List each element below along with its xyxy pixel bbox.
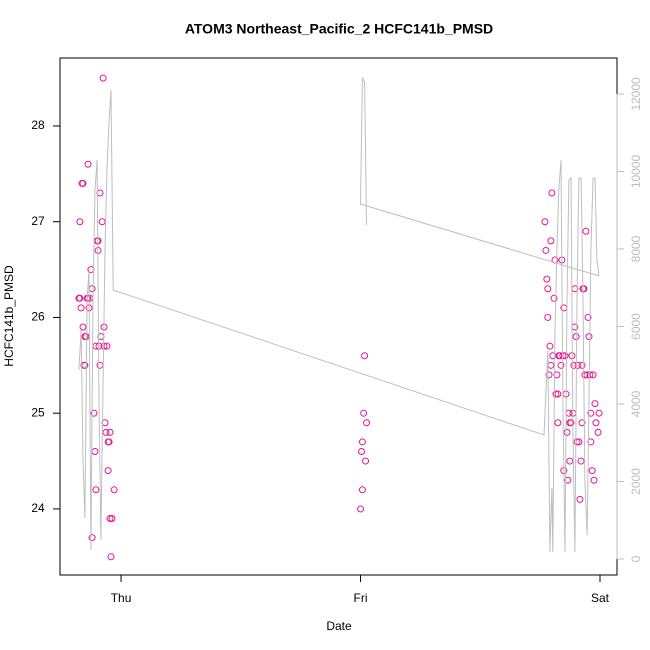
point [552,390,560,398]
point [106,515,114,523]
y2-tick-label: 0 [629,555,643,562]
point [362,457,370,465]
point [586,371,594,379]
point [545,371,553,379]
point [574,361,582,369]
point [357,505,365,513]
point [577,457,585,465]
point [587,438,595,446]
point [572,333,580,341]
point [543,275,551,283]
point [357,447,365,455]
y2-tick-label: 8000 [629,235,643,262]
point [589,371,597,379]
point [91,447,99,455]
point [553,371,561,379]
y-tick-label: 26 [31,310,45,324]
y2-tick-label: 2000 [629,468,643,495]
chart-title: ATOM3 Northeast_Pacific_2 HCFC141b_PMSD [185,21,493,37]
point [106,428,114,436]
point [544,285,552,293]
point [541,218,549,226]
point [546,342,554,350]
point [594,428,602,436]
y2-tick-label: 4000 [629,390,643,417]
point [542,246,550,254]
point [544,313,552,321]
point [557,361,565,369]
point [104,467,112,475]
point [592,419,600,427]
point [590,476,598,484]
point [107,553,115,561]
point [550,294,558,302]
point [105,438,113,446]
point [92,486,100,494]
x-tick-label: Thu [111,591,132,605]
point [358,438,366,446]
point [582,227,590,235]
point [554,419,562,427]
point [584,313,592,321]
point [548,189,556,197]
point [90,409,98,417]
point [567,419,575,427]
point [563,428,571,436]
point [102,428,110,436]
point [363,419,371,427]
line [78,76,600,553]
y-tick-label: 28 [31,118,45,132]
point [547,237,555,245]
point [84,294,92,302]
x-tick-label: Fri [354,591,368,605]
point [361,352,369,360]
point [576,495,584,503]
point [547,361,555,369]
point [587,409,595,417]
point [581,371,589,379]
y-tick-label: 27 [31,214,45,228]
point [96,189,104,197]
point [561,352,569,360]
y2-tick-label: 10000 [629,154,643,188]
point [98,218,106,226]
point [580,285,588,293]
point [595,409,603,417]
y2-tick-label: 12000 [629,77,643,111]
point [108,515,116,523]
point [79,323,87,331]
point [99,74,107,82]
point [360,409,368,417]
point [77,304,85,312]
y-axis-label: HCFC141b_PMSD [2,265,16,367]
x-axis-label: Date [326,619,352,633]
point [591,400,599,408]
point [578,361,586,369]
point [88,285,96,293]
point [564,476,572,484]
point [588,467,596,475]
point [84,160,92,168]
y-tick-label: 25 [31,405,45,419]
point [96,361,104,369]
point [76,294,84,302]
y2-tick-label: 6000 [629,313,643,340]
point [358,486,366,494]
point [88,534,96,542]
y-tick-label: 24 [31,501,45,515]
point [573,438,581,446]
point [76,218,84,226]
point [79,179,87,187]
point [110,486,118,494]
x-tick-label: Sat [591,591,610,605]
point [585,333,593,341]
plot-frame [59,57,618,576]
point [578,419,586,427]
point [566,457,574,465]
